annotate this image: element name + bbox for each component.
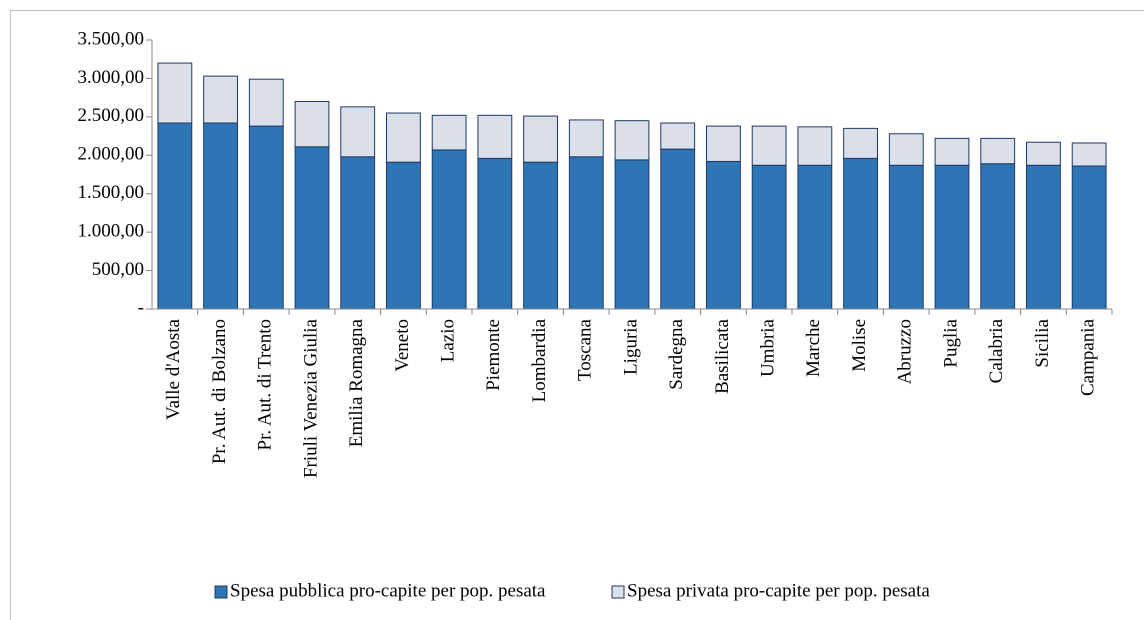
bar-segment xyxy=(157,122,193,310)
x-tick-label: Abruzzo xyxy=(895,319,916,384)
bar-segment xyxy=(934,137,970,166)
x-tick-label: Sicilia xyxy=(1032,318,1053,367)
x-tick-label: Pr. Aut. di Trento xyxy=(255,319,276,450)
x-tick-label: Toscana xyxy=(575,318,596,381)
bar-segment xyxy=(340,156,376,310)
bar-segment xyxy=(797,126,833,166)
bar-segment xyxy=(523,115,558,163)
x-tick-label: Calabria xyxy=(986,318,1007,383)
bar-segment xyxy=(843,157,878,310)
x-tick-label: Sardegna xyxy=(666,318,687,389)
bar-segment xyxy=(431,149,467,310)
y-tick-label: 1.000,00 xyxy=(78,221,145,242)
bar-segment xyxy=(1026,141,1061,166)
x-tick-label: Marche xyxy=(803,319,824,377)
bar-segment xyxy=(888,133,924,166)
bar-segment xyxy=(614,120,650,161)
x-tick-label: Veneto xyxy=(392,319,413,372)
x-tick-label: Puglia xyxy=(940,318,961,367)
bar-segment xyxy=(660,148,696,310)
bar-segment xyxy=(751,164,787,310)
bar-segment xyxy=(477,157,513,310)
bar-segment xyxy=(797,164,833,310)
bar-segment xyxy=(660,122,696,150)
x-tick-label: Campania xyxy=(1078,318,1099,396)
x-tick-label: Basilicata xyxy=(712,318,733,393)
y-tick-label: - xyxy=(138,297,144,318)
bar-segment xyxy=(386,112,421,163)
x-tick-label: Lazio xyxy=(438,319,459,362)
bar-segment xyxy=(386,161,421,310)
bar-segment xyxy=(340,106,376,158)
y-tick-label: 2.000,00 xyxy=(78,144,145,165)
bar-segment xyxy=(294,146,330,310)
legend-swatch xyxy=(214,585,228,599)
x-tick-label: Umbria xyxy=(758,318,779,377)
bar-segment xyxy=(751,125,787,166)
bar-segment xyxy=(980,163,1016,310)
y-tick-label: 3.500,00 xyxy=(78,28,145,49)
bar-segment xyxy=(934,164,970,310)
legend-label: Spesa pubblica pro-capite per pop. pesat… xyxy=(230,580,546,601)
x-tick-label: Friuli Venezia Giulia xyxy=(300,318,321,478)
x-tick-label: Molise xyxy=(849,319,870,372)
bar-segment xyxy=(888,164,924,310)
y-tick-label: 3.000,00 xyxy=(78,67,145,88)
bar-segment xyxy=(477,114,513,159)
bar-segment xyxy=(706,160,741,310)
bar-segment xyxy=(980,137,1016,165)
x-tick-label: Pr. Aut. di Bolzano xyxy=(209,319,230,464)
x-tick-label: Lombardia xyxy=(529,318,550,402)
y-tick-label: 2.500,00 xyxy=(78,105,145,126)
bar-segment xyxy=(431,114,467,151)
bar-segment xyxy=(614,159,650,310)
x-tick-label: Liguria xyxy=(620,318,641,374)
bar-segment xyxy=(568,156,604,310)
bar-segment xyxy=(843,127,878,159)
bar-segment xyxy=(248,125,284,310)
bar-segment xyxy=(568,119,604,158)
legend-label: Spesa privata pro-capite per pop. pesata xyxy=(627,580,930,601)
bar-segment xyxy=(1071,142,1107,167)
bar-segment xyxy=(248,78,284,127)
y-tick-label: 1.500,00 xyxy=(78,182,145,203)
bar-segment xyxy=(157,62,193,124)
x-tick-label: Emilia Romagna xyxy=(346,318,367,447)
x-tick-label: Piemonte xyxy=(483,319,504,391)
y-tick-label: 500,00 xyxy=(92,259,144,280)
bar-segment xyxy=(706,125,741,162)
x-tick-label: Valle d'Aosta xyxy=(163,318,184,420)
bar-segment xyxy=(1071,165,1107,310)
legend-swatch xyxy=(611,585,625,599)
bar-segment xyxy=(203,75,238,124)
bar-segment xyxy=(523,161,558,310)
bar-segment xyxy=(203,122,238,310)
bar-segment xyxy=(294,100,330,148)
chart-border xyxy=(10,10,1144,620)
bar-segment xyxy=(1026,164,1061,310)
